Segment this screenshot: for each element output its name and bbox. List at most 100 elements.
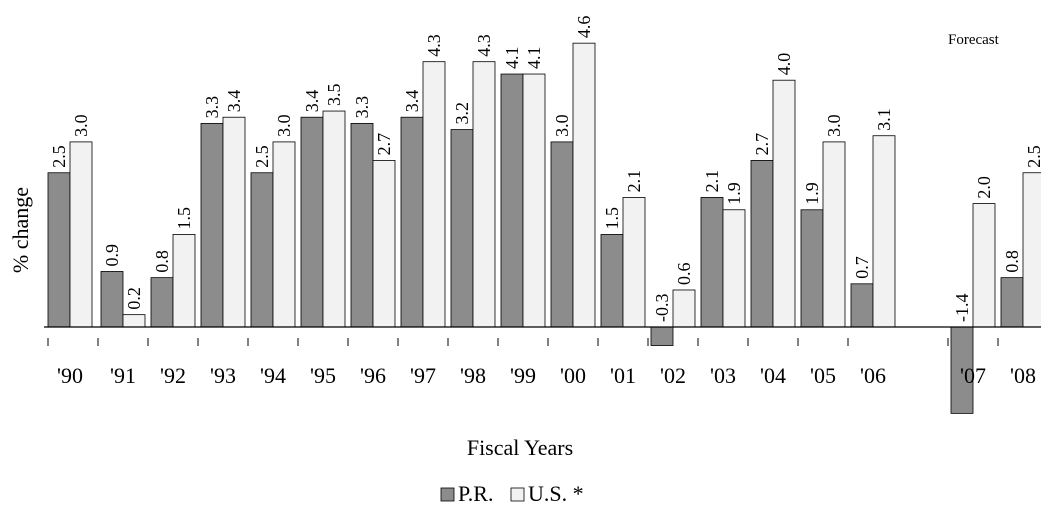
data-label: 2.5 — [252, 145, 272, 168]
data-label: 4.1 — [502, 47, 522, 70]
bar-us — [69, 141, 93, 328]
bar-pr — [150, 277, 174, 328]
bar-pr — [1000, 277, 1024, 328]
x-tick-label: '95 — [310, 363, 336, 388]
x-tick-label: '07 — [960, 363, 986, 388]
bar-pr — [450, 129, 474, 328]
bar-us — [872, 135, 896, 328]
data-label: -0.3 — [652, 294, 672, 323]
x-tick-label: '96 — [360, 363, 386, 388]
data-label: 2.1 — [624, 170, 644, 193]
x-tick-label: '03 — [710, 363, 736, 388]
data-label: 0.6 — [674, 262, 694, 285]
data-label: 1.5 — [174, 207, 194, 230]
legend-swatch-pr — [440, 487, 455, 502]
bar-us — [172, 234, 196, 328]
data-label: 0.9 — [102, 244, 122, 267]
data-label: 3.0 — [824, 114, 844, 137]
x-tick-label: '00 — [560, 363, 586, 388]
data-label: 1.9 — [802, 182, 822, 205]
x-tick-label: '94 — [260, 363, 286, 388]
data-label: 3.4 — [302, 90, 322, 113]
bar-pr — [550, 141, 574, 328]
x-ticks-layer: '90 '91 '92 '93 '94 '95 '96 '97 '98 '99 '00 '01 '02 '… — [47, 338, 1036, 388]
data-label: 3.4 — [402, 90, 422, 113]
data-label: 2.5 — [1024, 145, 1041, 168]
data-label: 2.1 — [702, 170, 722, 193]
x-tick-label: '02 — [660, 363, 686, 388]
x-tick-label: '04 — [760, 363, 786, 388]
data-label: 3.0 — [71, 114, 91, 137]
bars-layer — [47, 42, 1041, 414]
data-label: 0.2 — [124, 287, 144, 310]
data-label: 2.5 — [49, 145, 69, 168]
bar-us — [422, 61, 446, 328]
y-axis-title: % change — [8, 187, 33, 273]
legend-label-pr: P.R. — [458, 481, 493, 506]
bar-pr — [400, 116, 424, 328]
x-axis-title: Fiscal Years — [467, 435, 573, 460]
x-tick-label: '99 — [510, 363, 536, 388]
x-tick-label: '93 — [210, 363, 236, 388]
bar-pr — [350, 122, 374, 328]
bar-us — [572, 42, 596, 328]
data-label: 0.7 — [852, 256, 872, 279]
bar-pr — [850, 283, 874, 328]
x-tick-label: '08 — [1010, 363, 1036, 388]
x-tick-label: '05 — [810, 363, 836, 388]
legend-label-us: U.S. * — [528, 481, 584, 506]
data-label: -1.4 — [952, 294, 972, 323]
bar-pr — [600, 234, 624, 328]
data-labels-layer: 2.53.00.90.20.81.53.3 3.42.53.03.4 3.53.32… — [49, 16, 1041, 322]
data-label: 3.0 — [552, 114, 572, 137]
bar-us — [772, 79, 796, 328]
bar-us — [722, 209, 746, 328]
data-label: 4.1 — [524, 47, 544, 70]
bar-pr — [700, 197, 724, 328]
data-label: 0.8 — [152, 250, 172, 273]
data-label: 1.5 — [602, 207, 622, 230]
x-tick-label: '01 — [610, 363, 636, 388]
bar-pr — [300, 116, 324, 328]
data-label: 0.8 — [1002, 250, 1022, 273]
bar-pr — [750, 160, 774, 328]
x-tick-label: '91 — [110, 363, 136, 388]
x-tick-label: '90 — [57, 363, 83, 388]
x-tick-label: '92 — [160, 363, 186, 388]
data-label: 3.1 — [874, 108, 894, 131]
data-label: 2.7 — [374, 133, 394, 156]
bar-us — [622, 197, 646, 328]
bar-pr — [250, 172, 274, 328]
legend: P.R. U.S. * — [440, 481, 584, 506]
bar-us — [122, 314, 146, 328]
bar-pr — [100, 271, 124, 328]
data-label: 1.9 — [724, 182, 744, 205]
x-tick-label: '06 — [860, 363, 886, 388]
data-label: 4.0 — [774, 53, 794, 76]
data-label: 4.6 — [574, 16, 594, 39]
x-tick-label: '97 — [410, 363, 436, 388]
forecast-annotation: Forecast — [948, 32, 1000, 48]
bar-us — [1022, 172, 1041, 328]
bar-us — [322, 110, 346, 328]
x-tick-label: '98 — [460, 363, 486, 388]
bar-pr — [200, 122, 224, 328]
bar-us — [972, 203, 996, 328]
bar-us — [472, 61, 496, 328]
bar-us — [272, 141, 296, 328]
bar-pr — [500, 73, 524, 328]
bar-us — [522, 73, 546, 328]
data-label: 3.5 — [324, 84, 344, 107]
data-label: 3.3 — [202, 96, 222, 119]
bar-pr — [47, 172, 71, 328]
bar-us — [222, 116, 246, 328]
data-label: 3.4 — [224, 90, 244, 113]
data-label: 3.3 — [352, 96, 372, 119]
bar-us — [822, 141, 846, 328]
data-label: 4.3 — [474, 34, 494, 57]
data-label: 2.7 — [752, 133, 772, 156]
data-label: 3.0 — [274, 114, 294, 137]
bar-us — [672, 289, 696, 328]
data-label: 2.0 — [974, 176, 994, 199]
